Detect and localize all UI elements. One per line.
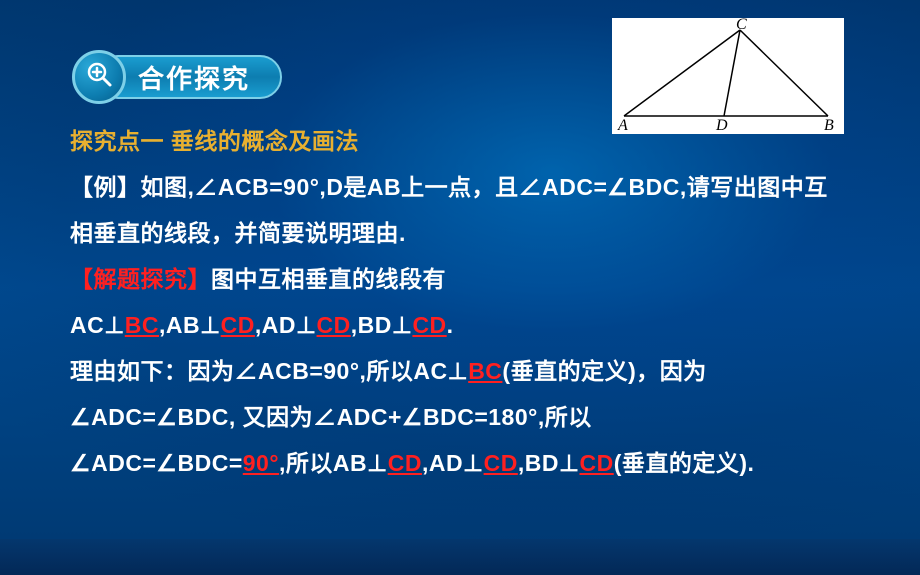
answer-cd: CD (317, 312, 351, 338)
triangle-figure: A B C D (612, 18, 844, 134)
magnify-plus-icon (85, 60, 113, 95)
reason-line-2: ∠ADC=∠BDC, 又因为∠ADC+∠BDC=180°,所以 (70, 394, 850, 440)
analysis-lead: 图中互相垂直的线段有 (211, 266, 446, 292)
answer-cd: CD (388, 450, 422, 476)
topic-title: 探究点一 垂线的概念及画法 (70, 118, 850, 164)
reason-line-1: 理由如下：因为∠ACB=90°,所以AC⊥BC(垂直的定义)，因为 (70, 348, 850, 394)
answer-cd: CD (484, 450, 518, 476)
bottom-bar (0, 539, 920, 575)
example-body: 如图,∠ACB=90°,D是AB上一点，且∠ADC=∠BDC,请写出图中互相垂直… (70, 174, 828, 246)
answer-90: 90° (243, 450, 279, 476)
analysis-prefix: 【解题探究】 (70, 266, 211, 292)
answer-cd: CD (221, 312, 255, 338)
section-badge: 合作探究 (72, 50, 282, 104)
answer-cd: CD (579, 450, 613, 476)
example-prefix: 【例】 (70, 174, 141, 200)
answer-bc: BC (125, 312, 159, 338)
perp-segments: AC⊥BC,AB⊥CD,AD⊥CD,BD⊥CD. (70, 302, 850, 348)
badge-label: 合作探究 (138, 59, 250, 96)
content-body: 探究点一 垂线的概念及画法 【例】如图,∠ACB=90°,D是AB上一点，且∠A… (70, 118, 850, 486)
reason-line-3: ∠ADC=∠BDC=90°,所以AB⊥CD,AD⊥CD,BD⊥CD(垂直的定义)… (70, 440, 850, 486)
example-text: 【例】如图,∠ACB=90°,D是AB上一点，且∠ADC=∠BDC,请写出图中互… (70, 164, 850, 256)
label-C: C (736, 18, 747, 33)
badge-circle (72, 50, 126, 104)
answer-cd: CD (412, 312, 446, 338)
answer-bc: BC (468, 358, 502, 384)
analysis-line: 【解题探究】图中互相垂直的线段有 (70, 256, 850, 302)
